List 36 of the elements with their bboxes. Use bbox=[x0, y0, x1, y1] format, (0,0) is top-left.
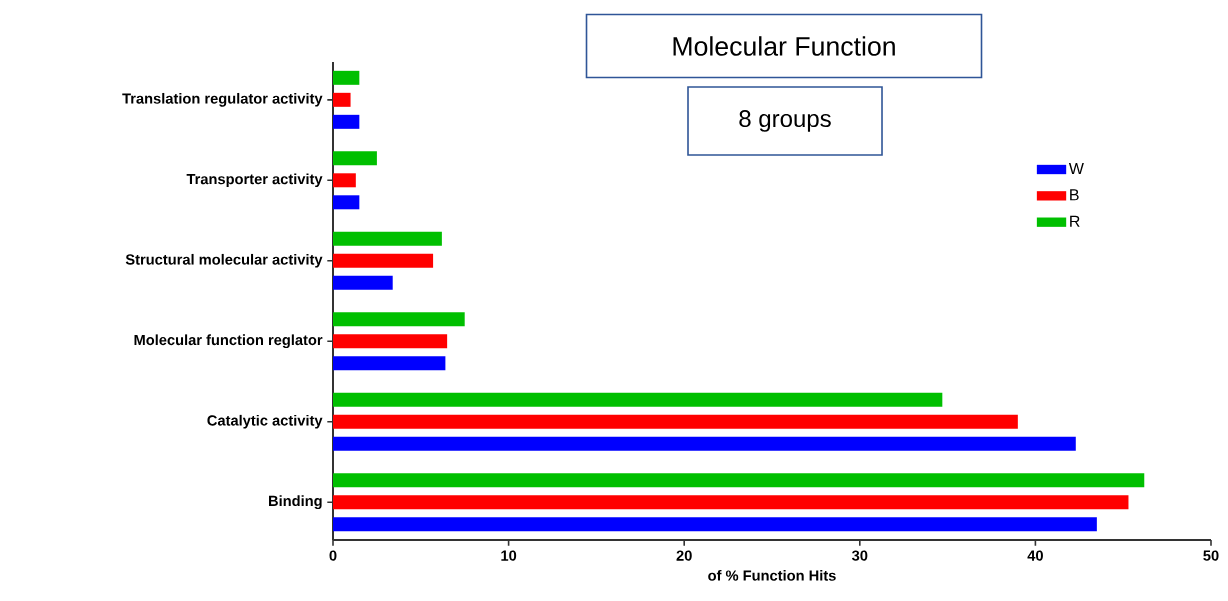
bar bbox=[333, 70, 360, 85]
bar bbox=[333, 231, 442, 246]
bar bbox=[333, 92, 351, 107]
bar bbox=[333, 114, 360, 129]
bar bbox=[333, 151, 377, 166]
y-tick-label: Binding bbox=[269, 495, 322, 510]
bar bbox=[333, 195, 360, 210]
chart-title: Molecular Function bbox=[673, 36, 895, 56]
bar bbox=[333, 392, 943, 407]
text: 8 groups bbox=[739, 110, 831, 132]
bar bbox=[333, 275, 393, 290]
bar bbox=[333, 312, 465, 327]
x-tick-label: 50 bbox=[1203, 550, 1219, 561]
y-tick-label: Molecular function reglator bbox=[134, 334, 323, 349]
bar bbox=[333, 253, 434, 268]
y-tick-label: Structural molecular activity bbox=[125, 253, 323, 268]
bar bbox=[333, 173, 356, 188]
y-tick-label: Catalytic activity bbox=[207, 414, 323, 429]
bar bbox=[333, 334, 448, 349]
bar bbox=[333, 495, 1129, 510]
legend-label: W bbox=[1068, 163, 1084, 174]
x-axis-title: of % Function Hits bbox=[708, 569, 836, 581]
legend-label: B bbox=[1070, 189, 1079, 201]
bar bbox=[333, 356, 446, 371]
y-tick-label: Transporter activity bbox=[186, 173, 323, 188]
x-tick-label: 30 bbox=[851, 550, 868, 561]
bar bbox=[333, 517, 1097, 532]
x-tick-label: 40 bbox=[1027, 550, 1043, 561]
legend-label: R bbox=[1070, 215, 1080, 227]
bar bbox=[333, 473, 1145, 488]
x-tick-label: 10 bbox=[501, 550, 517, 561]
y-tick-label: Translation regulator activity bbox=[122, 92, 323, 107]
bar bbox=[333, 436, 1076, 451]
x-tick-label: 0 bbox=[329, 550, 337, 561]
bar bbox=[333, 414, 1018, 429]
x-tick-label: 20 bbox=[676, 550, 692, 561]
